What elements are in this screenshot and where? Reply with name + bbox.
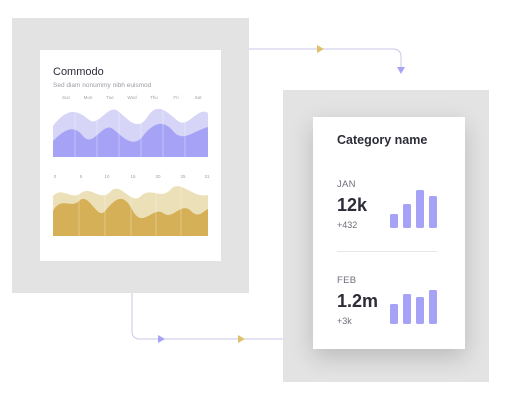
card-subtitle: Sed diam nonummy nibh euismod [53,82,152,89]
bar [390,304,398,324]
bar [429,196,437,228]
weekday-label: Tue [106,95,114,100]
weekday-label: Sun [61,95,70,100]
arrow-right-purple-icon [158,335,165,343]
arrow-right-gold-icon [317,45,324,53]
connector-bottom [131,293,283,340]
purple-area-chart [53,101,208,157]
jan-bar-chart [390,190,437,228]
bar [416,190,424,228]
stat-month: JAN [337,179,356,190]
bar [403,294,411,324]
date-label: 0 [53,174,57,179]
date-label: 15 [130,174,136,179]
date-label: 5 [79,174,83,179]
arrow-down-purple-icon [397,67,405,74]
category-card: Category name JAN 12k +432 FEB 1.2m +3k [313,117,465,349]
stat-value: 1.2m [337,291,379,311]
weekday-label: Fri [173,95,179,100]
date-label: 10 [104,174,110,179]
date-label: 25 [180,174,186,179]
stat-delta: +3k [337,316,352,326]
weekday-label: Sat [194,95,202,100]
date-label: 31 [204,174,210,179]
bar [416,297,424,324]
card-title: Commodo [53,66,104,78]
category-title: Category name [337,133,428,147]
bar [403,204,411,228]
bar [429,290,437,324]
weekday-label: Thu [150,95,158,100]
divider [337,251,437,252]
gold-area-chart [53,181,208,236]
date-label: 20 [155,174,161,179]
stat-value: 12k [337,195,368,215]
connector-top [249,48,402,67]
commodo-card: Commodo Sed diam nonummy nibh euismod Su… [40,50,221,261]
feb-bar-chart [390,290,437,324]
stat-month: FEB [337,275,357,286]
bar [390,214,398,228]
stat-delta: +432 [337,220,358,230]
arrow-right-gold-icon [238,335,245,343]
weekday-label: Wed [127,95,137,100]
weekday-label: Mon [83,95,93,100]
